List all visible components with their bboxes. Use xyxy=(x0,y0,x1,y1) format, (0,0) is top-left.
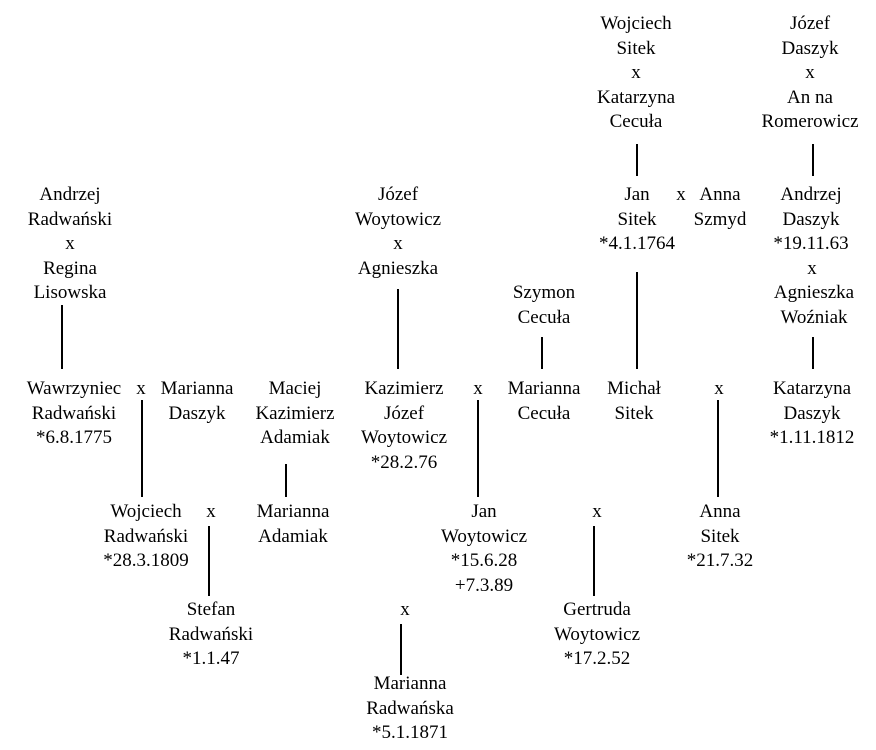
descent-line-andrzej-daszyk xyxy=(812,144,814,176)
marriage-x-stefan-gertruda: x xyxy=(400,599,410,620)
person-maciej-kazimierz-adamiak: Maciej Kazimierz Adamiak xyxy=(255,378,335,448)
person-jan-woytowicz: Jan Woytowicz *15.6.28 +7.3.89 xyxy=(440,501,528,596)
marriage-x-jan-sitek-anna-szmyd: x xyxy=(676,184,686,205)
couple-andrzej-radwanski-regina-lisowska: Andrzej Radwański x Regina Lisowska xyxy=(27,184,113,303)
person-anna-szmyd: Anna Szmyd xyxy=(693,184,747,230)
descent-line-gertruda xyxy=(593,526,595,596)
person-gertruda-woytowicz: Gertruda Woytowicz *17.2.52 xyxy=(553,599,641,669)
person-wawrzyniec-radwanski: Wawrzyniec Radwański *6.8.1775 xyxy=(26,378,122,448)
descent-line-michal-sitek xyxy=(636,272,638,369)
descent-line-marianna-cecula xyxy=(541,337,543,369)
marriage-x-jan-anna-sitek: x xyxy=(592,501,602,522)
descent-line-jan-woytowicz xyxy=(477,400,479,497)
person-marianna-adamiak: Marianna Adamiak xyxy=(256,501,330,547)
marriage-x-wawrzyniec-marianna: x xyxy=(136,378,146,399)
couple-jozef-daszyk-anna-romerowicz: Józef Daszyk x An na Romerowicz xyxy=(761,13,859,132)
person-jan-sitek: Jan Sitek *4.1.1764 xyxy=(599,184,675,254)
person-katarzyna-daszyk: Katarzyna Daszyk *1.11.1812 xyxy=(769,378,855,448)
person-agnieszka-wozniak: Agnieszka Woźniak xyxy=(773,282,855,328)
person-wojciech-radwanski: Wojciech Radwański *28.3.1809 xyxy=(103,501,189,571)
person-szymon-cecula: Szymon Cecuła xyxy=(512,282,576,328)
person-anna-sitek: Anna Sitek *21.7.32 xyxy=(686,501,754,571)
couple-jozef-woytowicz-agnieszka: Józef Woytowicz x Agnieszka xyxy=(354,184,442,279)
descent-line-wawrzyniec xyxy=(61,305,63,369)
person-marianna-radwanska: Marianna Radwańska *5.1.1871 xyxy=(366,673,454,743)
person-marianna-daszyk: Marianna Daszyk xyxy=(160,378,234,424)
descent-line-jan-sitek xyxy=(636,144,638,176)
descent-line-stefan xyxy=(208,526,210,596)
person-kazimierz-jozef-woytowicz: Kazimierz Józef Woytowicz *28.2.76 xyxy=(360,378,448,473)
person-michal-sitek: Michał Sitek xyxy=(607,378,661,424)
person-stefan-radwanski: Stefan Radwański *1.1.47 xyxy=(168,599,254,669)
marriage-x-wojciech-marianna: x xyxy=(206,501,216,522)
person-andrzej-daszyk: Andrzej Daszyk *19.11.63 xyxy=(773,184,849,254)
marriage-x-michal-katarzyna: x xyxy=(714,378,724,399)
couple-wojciech-sitek-katarzyna-cecula: Wojciech Sitek x Katarzyna Cecuła xyxy=(596,13,676,132)
marriage-x-kazimierz-marianna: x xyxy=(473,378,483,399)
descent-line-wojciech-radwanski xyxy=(141,400,143,497)
person-marianna-cecula: Marianna Cecuła xyxy=(507,378,581,424)
descent-line-kazimierz xyxy=(397,289,399,369)
marriage-x-andrzej-daszyk-agnieszka: x xyxy=(807,258,817,279)
descent-line-marianna-radwanska xyxy=(400,624,402,675)
descent-line-anna-sitek xyxy=(717,400,719,497)
descent-line-marianna-adamiak xyxy=(285,464,287,497)
descent-line-katarzyna-daszyk xyxy=(812,337,814,369)
